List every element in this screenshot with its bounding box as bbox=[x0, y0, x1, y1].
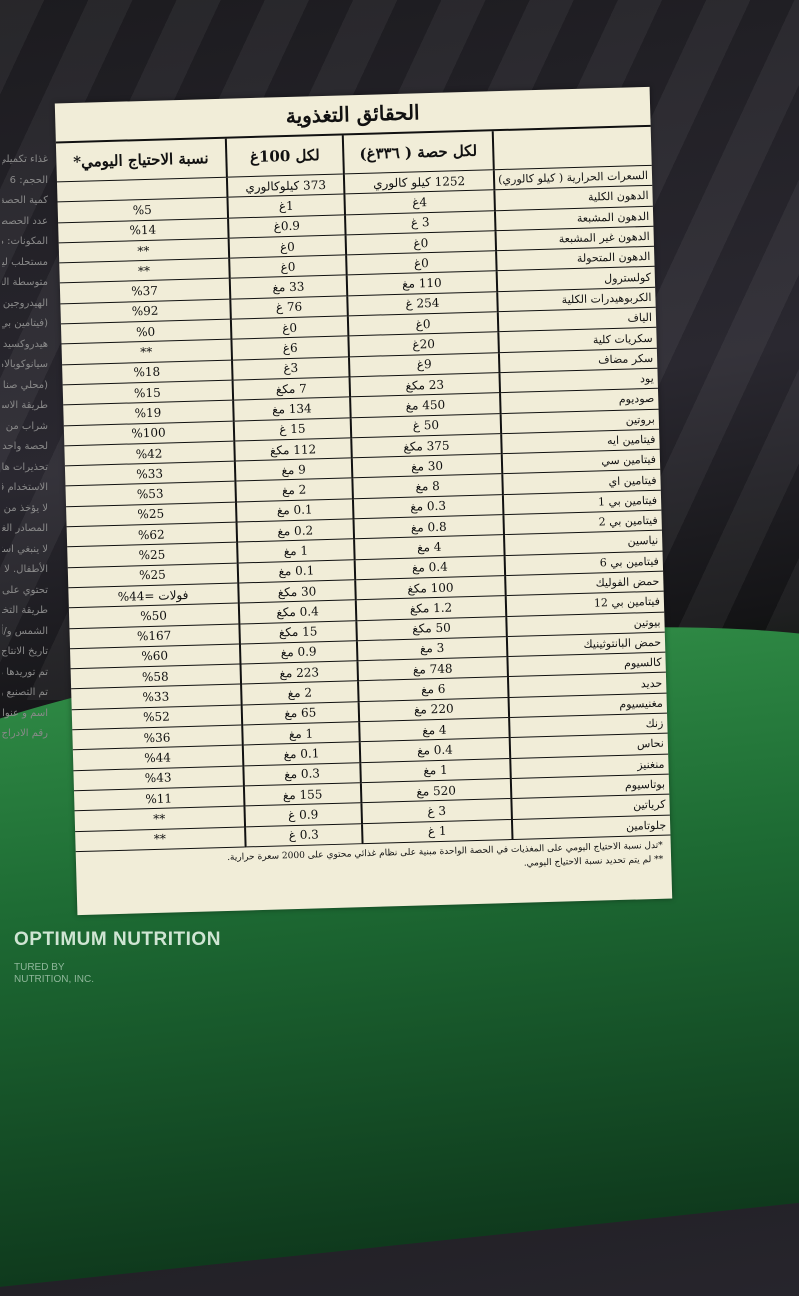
header-daily-value: نسبة الاحتياج اليومي* bbox=[55, 138, 227, 182]
brand-logo: OPTIMUM NUTRITION bbox=[14, 929, 221, 950]
side-text-line: تم توريدها من bbox=[2, 666, 48, 678]
nutrition-table: لكل حصة ( ٣٣٦غ) لكل 100غ نسبة الاحتياج ا… bbox=[55, 126, 671, 852]
side-text-line: متوسطة السل bbox=[2, 277, 48, 288]
header-nutrient bbox=[492, 126, 652, 170]
side-text-line: هيدروكسيد البيرو bbox=[2, 338, 48, 350]
side-text-line: الحجم: 6 bbox=[9, 174, 48, 186]
nutrition-facts-label: الحقائق التغذوية لكل حصة ( ٣٣٦غ) لكل 100… bbox=[54, 86, 673, 916]
side-text-line: كمية الحصة bbox=[2, 195, 48, 206]
side-text-line: (محلي صناعي: 60 bbox=[2, 379, 48, 391]
side-text-line: (فيتامين بي 12 bbox=[2, 318, 48, 329]
manufacturer-text: TURED BY NUTRITION, INC. bbox=[14, 962, 94, 986]
side-text-line: تحتوي على البوتاسيوم bbox=[2, 584, 48, 596]
side-text-line: رقم الادراج bbox=[2, 728, 48, 739]
side-text-line: المصادر الغذائية bbox=[2, 523, 48, 534]
side-text-line: لا ينبغي استخدام المكمل bbox=[2, 543, 48, 555]
per-100g-value: 0.3 غ bbox=[245, 823, 363, 847]
side-text-line: سيانوكوبالامين في bbox=[2, 359, 48, 370]
side-text-line: الأطفال. لا تتجاوز الجرعة bbox=[2, 564, 48, 575]
side-text-line: عدد الحصص bbox=[2, 215, 48, 227]
side-text-line: غذاء تكميلي bbox=[2, 154, 48, 165]
side-text-line: لحصة واحدة يوميا bbox=[2, 441, 48, 452]
side-text-line: الهيدروجين، كر bbox=[2, 297, 48, 309]
side-text-line: تاريخ الانتاج، الانتهاء bbox=[2, 646, 48, 657]
side-text-line: تم التصنيع و bbox=[2, 687, 48, 698]
side-text-line: شراب من اختيارك bbox=[2, 420, 48, 432]
side-text-line: طريقة الاستعمال bbox=[2, 400, 48, 411]
manufacturer-line: NUTRITION, INC. bbox=[14, 974, 94, 985]
manufacturer-line: TURED BY bbox=[14, 962, 65, 973]
header-per-100g: لكل 100غ bbox=[225, 135, 344, 178]
side-text-line: الشمس و/أو الرطوبة bbox=[2, 625, 48, 637]
side-text-line: لا يؤخذ من طرف امرأة bbox=[2, 502, 48, 514]
header-per-serving: لكل حصة ( ٣٣٦غ) bbox=[342, 131, 494, 174]
side-text-line: المكونات: م bbox=[2, 236, 48, 247]
side-text-line: مستحلب ليثي bbox=[2, 256, 48, 268]
side-text-line: طريقة التخزين قبل bbox=[2, 605, 48, 616]
side-text-line: اسم و عنوان bbox=[2, 707, 48, 719]
side-text-line: تحذيرات هامة: يجب bbox=[2, 461, 48, 473]
side-text-line: الاستخدام قبل العمليات bbox=[2, 482, 48, 493]
side-panel-text: غذاء تكميلي الحجم: 6 كمية الحصة عدد الحصص ال… bbox=[2, 150, 48, 745]
